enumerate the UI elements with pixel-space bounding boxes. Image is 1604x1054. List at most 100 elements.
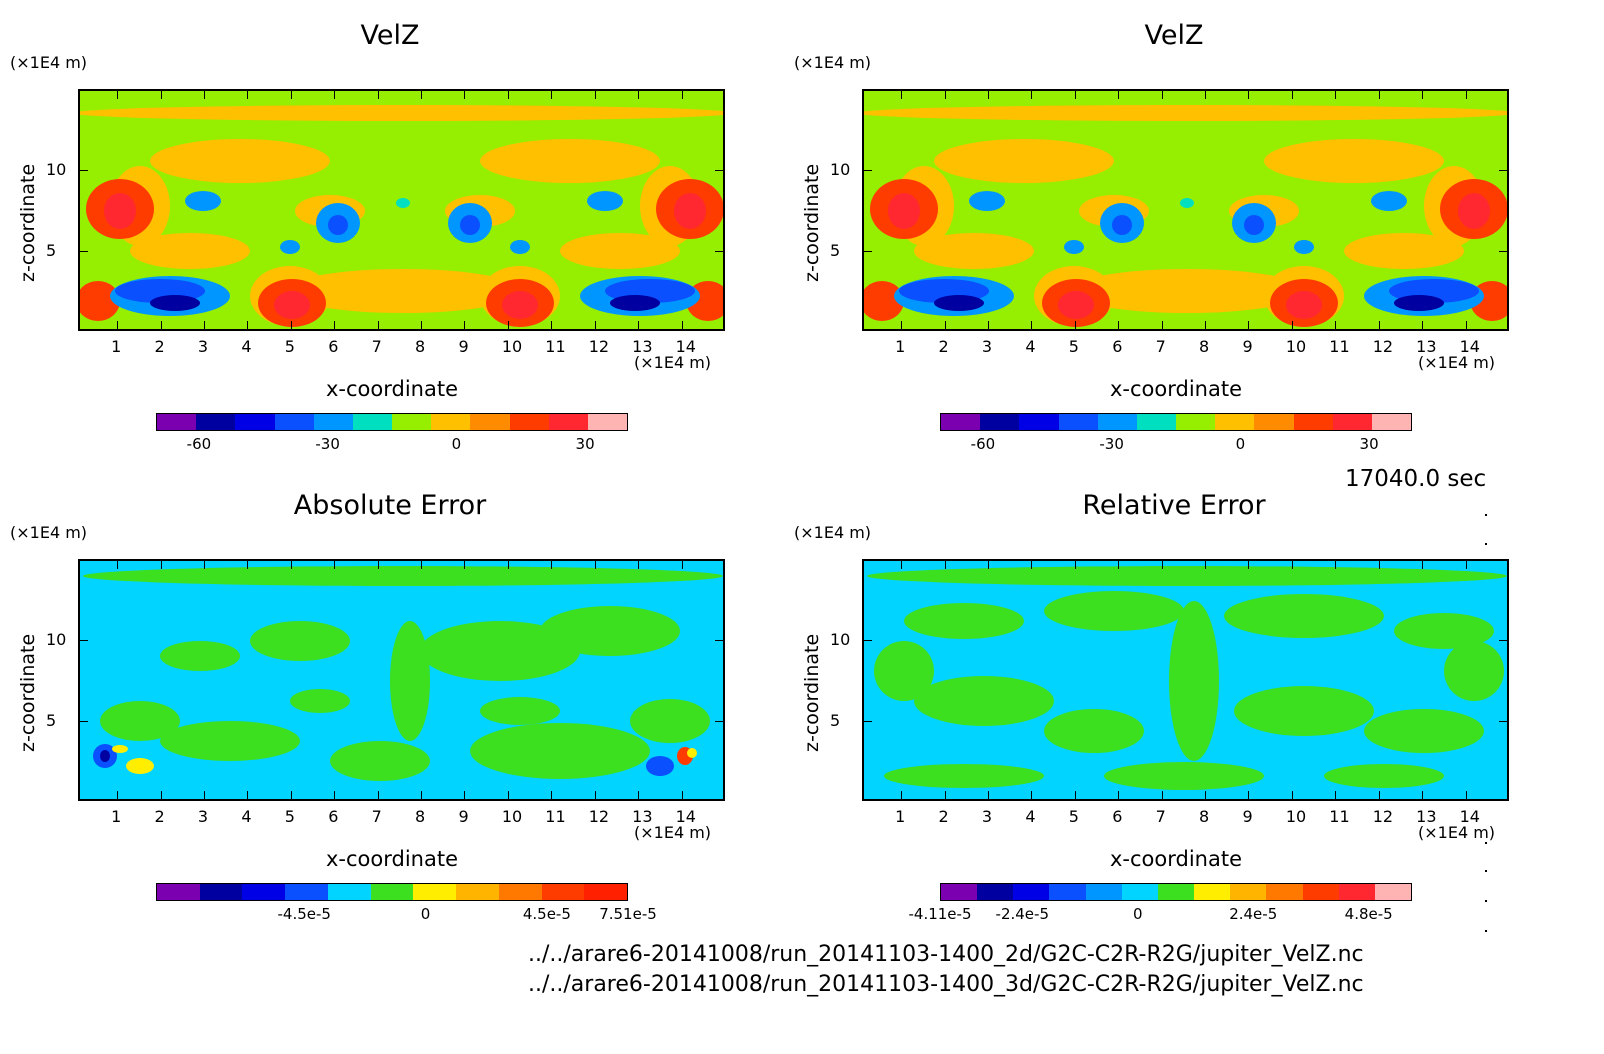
x-tick-mark [377, 791, 379, 801]
x-tick-label: 2 [154, 807, 165, 826]
x-tick-mark [1118, 321, 1120, 331]
contour-region [864, 281, 904, 321]
y-tick-mark-right [715, 721, 725, 723]
contour-region [160, 641, 240, 671]
x-tick-mark [203, 791, 205, 801]
y-tick-label: 10 [46, 630, 67, 650]
x-tick-mark [1031, 791, 1033, 801]
colorbar-tick-label: -4.5e-5 [277, 905, 331, 923]
colorbar-swatch [1293, 414, 1333, 430]
colorbar-tick-label: 30 [1359, 435, 1379, 453]
colorbar-tick-label: 4.5e-5 [522, 905, 571, 923]
x-tick-label: 10 [501, 337, 523, 356]
x-tick-mark [987, 791, 989, 801]
heatmap-field [864, 561, 1507, 799]
colorbar-swatch [157, 884, 200, 900]
x-tick-label: 14 [675, 337, 696, 356]
x-tick-mark-top [290, 559, 292, 569]
x-tick-mark [421, 321, 423, 331]
time-label: 17040.0 sec [1345, 466, 1487, 492]
contour-region [1169, 601, 1219, 761]
contour-region [502, 291, 538, 319]
y-tick-mark-right [715, 640, 725, 642]
x-tick-mark-top [1465, 559, 1467, 569]
heatmap-field [80, 91, 723, 329]
contour-region [884, 764, 1044, 788]
colorbar-swatch [941, 884, 978, 900]
contour-region [1244, 215, 1264, 235]
x-tick-mark [464, 791, 466, 801]
colorbar-tick-label: -60 [186, 435, 212, 453]
y-axis-label: z-coordinate [17, 163, 39, 282]
contour-region [560, 233, 680, 269]
x-tick-mark-top [551, 559, 553, 569]
x-tick-label: 10 [501, 807, 523, 826]
contour-region [1044, 709, 1144, 753]
colorbar-swatch [370, 884, 414, 900]
contour-region [104, 193, 136, 229]
contour-region [1224, 594, 1384, 638]
colorbar-swatch [196, 414, 236, 430]
x-tick-label: 4 [1025, 807, 1036, 826]
colorbar-swatch [541, 884, 585, 900]
x-tick-label: 1 [111, 337, 122, 356]
heatmap-plot [862, 559, 1509, 801]
x-tick-label: 11 [1329, 337, 1350, 356]
x-tick-mark [1248, 321, 1250, 331]
x-tick-mark [377, 321, 379, 331]
colorbar-swatch [235, 414, 275, 430]
x-tick-label: 7 [1155, 807, 1166, 826]
colorbar-swatch [413, 884, 457, 900]
x-tick-mark-top [1465, 89, 1467, 99]
contour-region [80, 105, 723, 121]
colorbar-swatch [1136, 414, 1177, 430]
y-tick-mark-right [1499, 170, 1509, 172]
x-tick-mark [1161, 791, 1163, 801]
x-tick-mark-top [638, 559, 640, 569]
x-tick-mark [1074, 321, 1076, 331]
x-axis-label: x-coordinate [1109, 377, 1242, 401]
colorbar-swatch [1176, 414, 1216, 430]
contour-region [904, 603, 1024, 639]
x-tick-mark [1465, 321, 1467, 331]
x-tick-mark [1335, 321, 1337, 331]
x-tick-label: 11 [545, 807, 566, 826]
x-tick-label: 9 [458, 807, 469, 826]
x-tick-mark-top [1422, 559, 1424, 569]
x-tick-mark [117, 791, 119, 801]
x-tick-mark [1291, 321, 1293, 331]
contour-region [480, 139, 660, 183]
chart-title: VelZ [1144, 20, 1204, 51]
colorbar-swatch [431, 414, 471, 430]
y-tick-mark [78, 640, 88, 642]
x-tick-mark-top [1291, 89, 1293, 99]
heatmap-plot [862, 89, 1509, 331]
x-tick-label: 6 [328, 807, 339, 826]
y-tick-label: 5 [46, 711, 57, 731]
colorbar-tick-label: 0 [420, 905, 431, 923]
x-tick-mark [1378, 791, 1380, 801]
colorbar-swatch [584, 884, 628, 900]
contour-region [630, 699, 710, 743]
x-tick-label: 13 [1416, 337, 1437, 356]
x-tick-label: 4 [241, 807, 252, 826]
colorbar-swatch [498, 884, 542, 900]
x-tick-mark [1118, 791, 1120, 801]
colorbar-tick-label: -4.11e-5 [908, 905, 972, 923]
contour-region [1344, 233, 1464, 269]
x-tick-mark-top [160, 89, 162, 99]
colorbar-swatch [1215, 414, 1255, 430]
x-tick-mark [1031, 321, 1033, 331]
colorbar-swatch [456, 884, 499, 900]
x-tick-label: 1 [895, 807, 906, 826]
x-unit-label: (×1E4 m) [634, 823, 712, 842]
x-tick-label: 8 [415, 337, 426, 356]
colorbar-tick-label: -2.4e-5 [995, 905, 1049, 923]
x-tick-label: 13 [632, 807, 653, 826]
chart-title: VelZ [360, 20, 420, 51]
x-tick-mark-top [1335, 89, 1337, 99]
x-tick-mark [1205, 791, 1207, 801]
colorbar-swatch [1302, 884, 1339, 900]
x-tick-mark [334, 321, 336, 331]
x-tick-mark [1465, 791, 1467, 801]
